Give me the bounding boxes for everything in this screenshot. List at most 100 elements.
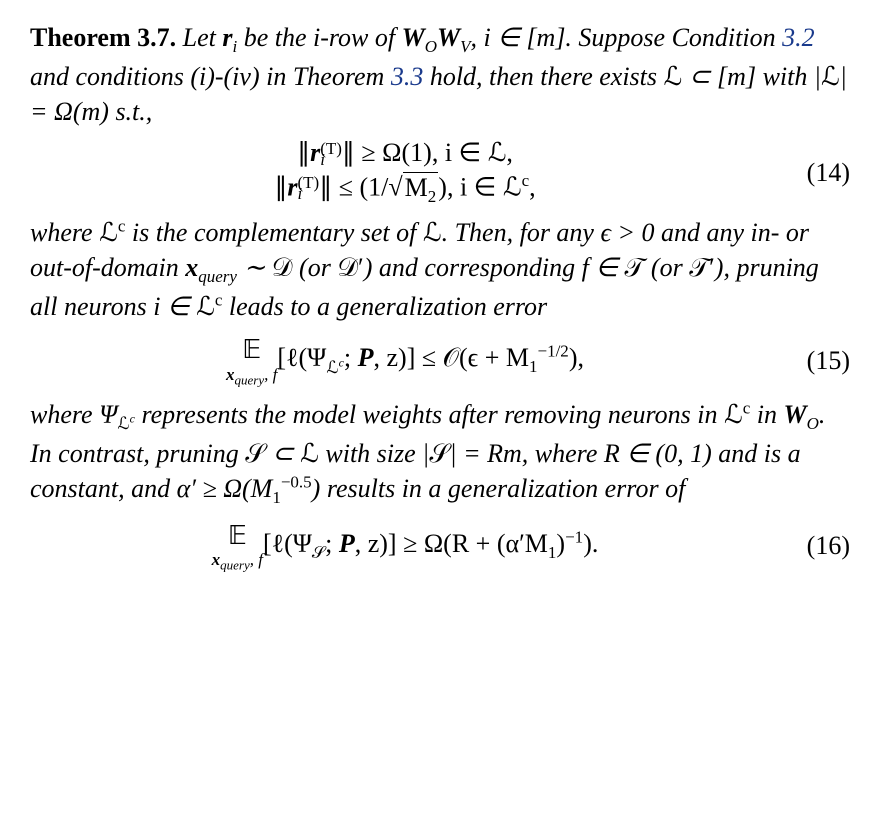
text: ∼ [237,253,272,282]
sub-f: , f [250,550,263,569]
text: ) and corresponding f ∈ [364,253,625,282]
var-M2: M [405,173,428,202]
text: (or [644,253,689,282]
sub: 2 [428,187,437,206]
text: with size | [319,439,429,468]
theorem-label: Theorem 3.7. [30,23,176,52]
sub: 1 [272,488,281,507]
var-WO: W [402,23,425,52]
var-x: x [185,253,198,282]
set-D: 𝒟 [272,253,293,282]
text: be the i-row of [244,23,402,52]
sub: V [460,37,470,56]
var-r: r [310,138,320,167]
set-L: ℒ [724,400,743,429]
paragraph-2: where ℒc is the complementary set of ℒ. … [30,215,850,324]
text: where [30,218,99,247]
text: ∥ ≤ (1/ [319,173,388,202]
sub: i [298,184,303,204]
text: is the complementary set of [125,218,423,247]
text: , z)] ≥ Ω(R + (α′M [355,529,548,558]
text: ), [569,343,584,372]
text: , [506,138,513,167]
var-r: r [287,173,297,202]
text: and conditions (i)-(iv) in Theorem [30,62,391,91]
equation-14: ∥r(T)i∥ ≥ Ω(1), i ∈ ℒ, ∥r(T)i∥ ≤ (1/√M2)… [30,137,850,207]
equation-number: (15) [780,343,850,378]
set-L: ℒ [821,62,840,91]
equation-number: (16) [780,528,850,563]
text: ∥ [274,173,287,202]
set-L: ℒ [488,138,507,167]
sub: 1 [529,358,538,377]
text: , [529,173,536,202]
sub: i [320,150,325,170]
text: ; [344,343,358,372]
text: ). [583,529,598,558]
set-L: ℒ [300,439,319,468]
set-Tprime: 𝒯′ [689,253,715,282]
sub: i [232,37,237,56]
text: hold, then there exists [423,62,663,91]
text: ⊂ [m] with | [682,62,821,91]
set-S: 𝒮 [312,543,325,562]
equation-content: 𝔼 xquery, f [ℓ(Ψ𝒮; P, z)] ≥ Ω(R + (α′M1)… [30,518,780,574]
theorem-statement: Theorem 3.7. Let ri be the i-row of WOWV… [30,20,850,129]
expectation-symbol: 𝔼 [212,518,263,553]
var-P: P [358,343,374,372]
equation-number: (14) [780,155,850,190]
set-L: ℒ [117,414,129,433]
text: Let [183,23,223,52]
text: [ℓ(Ψ [277,343,326,372]
text: [ℓ(Ψ [263,529,312,558]
text: where Ψ [30,400,117,429]
equation-16: 𝔼 xquery, f [ℓ(Ψ𝒮; P, z)] ≥ Ω(R + (α′M1)… [30,518,850,574]
expectation-symbol: 𝔼 [226,332,277,367]
var-ri: r [222,23,232,52]
sup: −1 [565,527,583,546]
sub: O [807,414,819,433]
set-L: ℒ [664,62,683,91]
sub-query: query [220,557,250,572]
ref-link-3-3[interactable]: 3.3 [391,62,424,91]
text: represents the model weights after remov… [135,400,724,429]
paragraph-3: where Ψℒc represents the model weights a… [30,397,850,510]
text: ; [325,529,339,558]
set-L: ℒ [196,292,215,321]
text: leads to a generalization error [222,292,547,321]
sub: query [198,267,237,286]
text: , z)] ≤ 𝒪(ϵ + M [374,343,529,372]
var-P: P [339,529,355,558]
set-S: 𝒮 [245,439,265,468]
text: ) results in a generalization error of [312,474,686,503]
var-WV: W [437,23,460,52]
sub-query: query [235,372,265,387]
set-L: ℒ [423,218,442,247]
sup: c [522,171,530,190]
var-WO: W [783,400,806,429]
text: ∥ ≥ Ω(1), i ∈ [342,138,488,167]
sub-f: , f [264,365,277,384]
text: ) [556,529,565,558]
sub-x: x [226,365,235,384]
set-L: ℒ [99,218,118,247]
text: in [750,400,783,429]
set-T: 𝒯 [624,253,644,282]
set-Dprime: 𝒟′ [337,253,363,282]
text: ), i ∈ [438,173,503,202]
set-L: ℒ [503,173,522,202]
text: (or [293,253,338,282]
ref-link-3-2[interactable]: 3.2 [782,23,815,52]
text: , i ∈ [m]. Suppose Condition [471,23,783,52]
text: ∥ [297,138,310,167]
sub-x: x [212,550,221,569]
equation-content: 𝔼 xquery, f [ℓ(Ψℒc; P, z)] ≤ 𝒪(ϵ + M1−1/… [30,332,780,388]
equation-15: 𝔼 xquery, f [ℓ(Ψℒc; P, z)] ≤ 𝒪(ϵ + M1−1/… [30,332,850,388]
sub: O [425,37,437,56]
equation-content: ∥r(T)i∥ ≥ Ω(1), i ∈ ℒ, ∥r(T)i∥ ≤ (1/√M2)… [30,137,780,207]
set-S: 𝒮 [429,439,449,468]
sup: −0.5 [281,472,312,491]
set-L: ℒ [326,358,338,377]
sup: −1/2 [538,342,569,361]
text: ⊂ [265,439,300,468]
